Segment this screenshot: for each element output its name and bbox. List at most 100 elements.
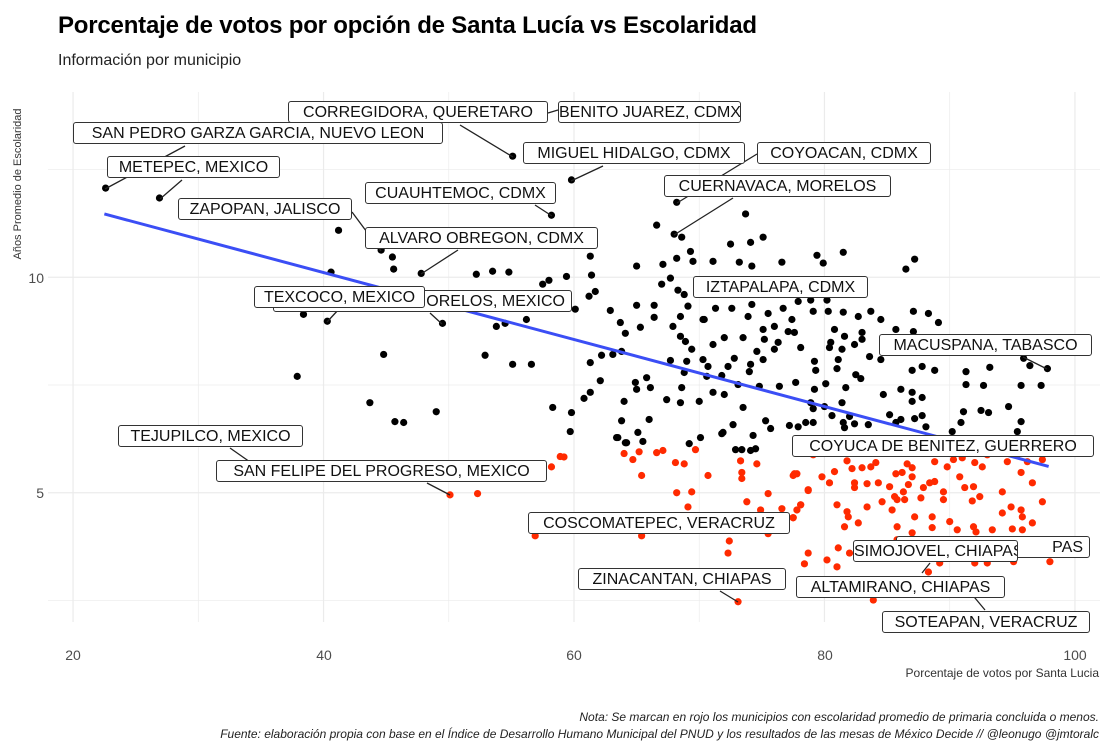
data-point xyxy=(918,362,926,371)
data-point xyxy=(720,334,728,342)
data-point xyxy=(751,445,760,453)
leader-lines xyxy=(104,109,1048,611)
data-point xyxy=(764,489,772,498)
data-point xyxy=(669,322,677,331)
data-point xyxy=(858,328,866,337)
data-point xyxy=(931,477,939,486)
data-point xyxy=(636,323,644,331)
data-point xyxy=(539,280,547,288)
data-point xyxy=(663,396,671,404)
data-point xyxy=(850,420,859,428)
data-point xyxy=(676,399,685,407)
data-point xyxy=(834,544,842,552)
data-point xyxy=(850,340,859,349)
data-point xyxy=(736,457,745,465)
data-point xyxy=(911,513,919,521)
data-point xyxy=(908,388,916,396)
data-point xyxy=(760,335,768,343)
data-point xyxy=(779,304,787,312)
data-point xyxy=(1046,558,1054,566)
data-point xyxy=(858,464,866,472)
data-point xyxy=(976,493,984,501)
data-point xyxy=(684,302,692,310)
data-point xyxy=(638,532,646,540)
data-point xyxy=(888,506,896,514)
data-point xyxy=(961,483,969,492)
data-point xyxy=(757,506,765,514)
point-label: CUERNAVACA, MORELOS xyxy=(664,175,891,197)
data-point xyxy=(863,480,871,488)
data-point xyxy=(731,446,740,454)
data-point xyxy=(877,355,885,364)
data-point xyxy=(676,312,685,321)
point-label: CUAUHTEMOC, CDMX xyxy=(365,182,556,204)
data-point xyxy=(858,335,866,343)
data-point xyxy=(609,350,617,359)
data-point xyxy=(1038,498,1046,506)
data-point xyxy=(959,408,968,416)
data-point xyxy=(978,463,986,471)
data-point xyxy=(869,596,877,604)
footnote-source: Fuente: elaboración propia con base en e… xyxy=(220,727,1099,741)
point-label: SOTEAPAN, VERACRUZ xyxy=(882,611,1090,633)
footnote-note: Nota: Se marcan en rojo los municipios c… xyxy=(579,710,1099,724)
data-point xyxy=(918,393,926,402)
data-point xyxy=(585,292,593,300)
data-point xyxy=(729,421,737,429)
data-point xyxy=(968,497,976,505)
data-point xyxy=(616,318,624,327)
data-point xyxy=(838,399,846,407)
data-point xyxy=(522,315,531,324)
data-point xyxy=(838,345,846,353)
data-point xyxy=(902,265,910,273)
point-label: MACUSPANA, TABASCO xyxy=(879,334,1092,356)
data-point xyxy=(639,437,647,446)
data-point xyxy=(709,340,717,349)
data-point xyxy=(380,350,388,359)
data-point xyxy=(730,354,738,362)
data-point xyxy=(739,403,747,412)
data-point xyxy=(481,351,489,359)
data-point xyxy=(903,460,911,468)
data-point xyxy=(819,259,827,267)
point-label: MIGUEL HIDALGO, CDMX xyxy=(523,142,745,164)
data-point xyxy=(562,272,571,281)
data-point xyxy=(857,374,865,383)
data-point xyxy=(775,382,783,390)
data-point xyxy=(843,457,851,465)
data-point xyxy=(741,210,750,218)
data-point xyxy=(962,368,970,376)
data-point xyxy=(899,488,907,496)
data-point xyxy=(823,296,831,304)
data-point xyxy=(852,371,860,379)
data-point xyxy=(699,355,707,364)
point-label: ZAPOPAN, JALISCO xyxy=(178,198,352,220)
data-point xyxy=(833,563,841,571)
data-point xyxy=(784,327,792,336)
data-point xyxy=(840,424,849,432)
data-point xyxy=(505,268,513,276)
data-point xyxy=(812,366,820,374)
y-tick-label: 10 xyxy=(28,270,44,286)
data-point xyxy=(854,312,862,321)
data-point xyxy=(700,315,708,324)
data-point xyxy=(822,380,830,388)
data-point xyxy=(893,523,901,531)
data-point xyxy=(948,427,956,436)
data-point xyxy=(155,194,164,202)
data-point xyxy=(334,226,343,234)
data-point xyxy=(580,394,588,402)
data-point xyxy=(943,463,951,471)
data-point xyxy=(531,532,539,540)
data-point xyxy=(691,446,700,454)
data-point xyxy=(931,366,939,374)
data-point xyxy=(1038,455,1046,464)
data-point xyxy=(299,310,308,318)
point-label: TEXCOCO, MEXICO xyxy=(254,286,425,308)
data-point xyxy=(1013,427,1021,436)
data-point xyxy=(488,267,497,275)
y-tick-label: 5 xyxy=(36,485,44,501)
points xyxy=(102,152,1054,606)
data-point xyxy=(704,471,712,480)
